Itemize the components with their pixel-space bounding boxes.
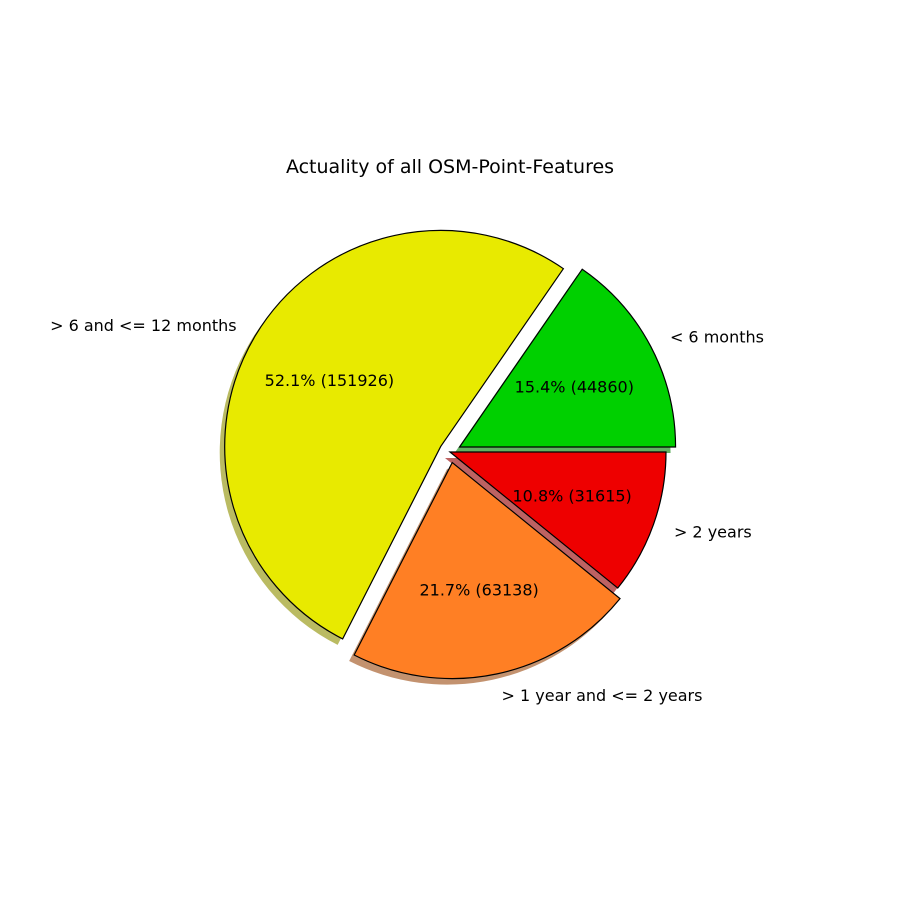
slice-2 <box>224 229 565 640</box>
chart-title: Actuality of all OSM-Point-Features <box>286 156 614 178</box>
slice-4-label: > 2 years <box>674 522 752 541</box>
slice-1-label: < 6 months <box>670 328 764 347</box>
slice-labels: < 6 months 15.4% (44860) > 6 and <= 12 mon… <box>50 316 764 705</box>
slice-2-label: > 6 and <= 12 months <box>50 316 237 335</box>
slice-1-percent-label: 15.4% (44860) <box>515 378 634 397</box>
pie-slices <box>224 229 677 680</box>
slice-4 <box>448 451 667 589</box>
slice-3-label: > 1 year and <= 2 years <box>502 686 703 705</box>
slice-1 <box>458 268 677 448</box>
slice-3-percent-label: 21.7% (63138) <box>419 580 538 599</box>
slice-2-percent-label: 52.1% (151926) <box>265 371 394 390</box>
slice-4-percent-label: 10.8% (31615) <box>513 486 632 505</box>
slice-3 <box>353 461 621 680</box>
